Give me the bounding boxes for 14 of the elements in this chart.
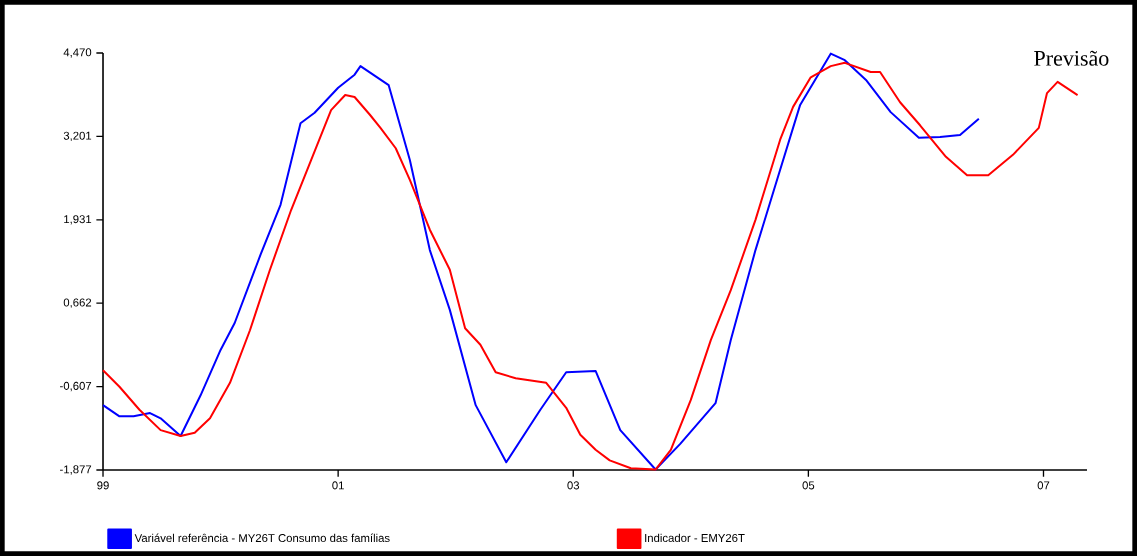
y-tick-label: -1,877 bbox=[60, 465, 92, 475]
x-tick-label: 07 bbox=[1037, 481, 1050, 490]
y-tick-label: 4,470 bbox=[63, 48, 92, 58]
y-tick-label: 0,662 bbox=[63, 298, 92, 308]
y-tick-label: -0,607 bbox=[60, 381, 92, 392]
legend-label: Variável referência - MY26T Consumo das famílias bbox=[134, 533, 390, 543]
legend-label: Indicador - EMY26T bbox=[645, 533, 745, 542]
x-tick-label: 05 bbox=[802, 481, 815, 490]
annotation: Previsão bbox=[1034, 50, 1109, 66]
y-tick-label: 3,201 bbox=[63, 131, 92, 142]
y-tick-label: 1,931 bbox=[64, 215, 92, 225]
x-tick-label: 99 bbox=[97, 481, 109, 490]
x-tick-label: 01 bbox=[332, 481, 344, 490]
x-tick-label: 03 bbox=[567, 481, 580, 490]
